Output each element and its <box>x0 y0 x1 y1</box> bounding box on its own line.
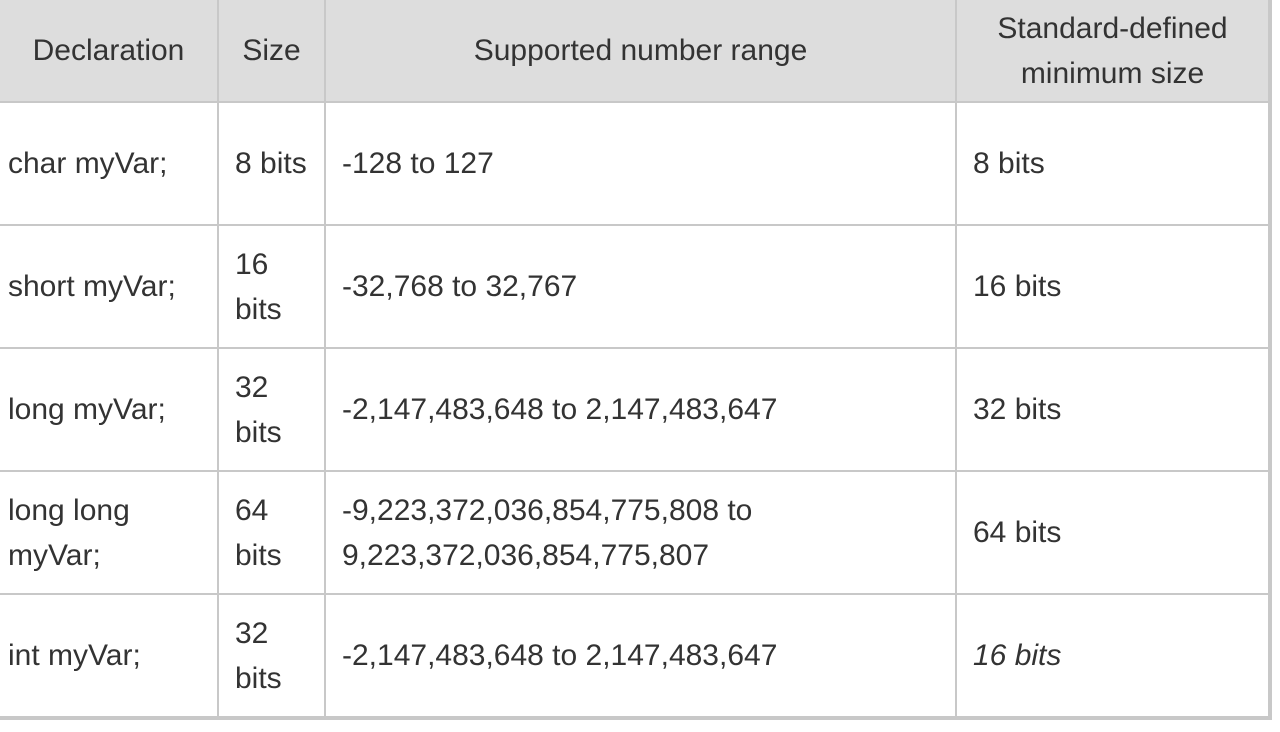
cell-min-size: 32 bits <box>955 347 1272 472</box>
cell-declaration: int myVar; <box>0 593 219 720</box>
cell-declaration: char myVar; <box>0 101 219 226</box>
cell-range: -2,147,483,648 to 2,147,483,647 <box>324 593 957 720</box>
cell-min-size: 8 bits <box>955 101 1272 226</box>
cell-min-size: 16 bits <box>955 224 1272 349</box>
cell-size: 64 bits <box>217 470 326 595</box>
cell-size: 32 bits <box>217 347 326 472</box>
cell-min-size: 16 bits <box>955 593 1272 720</box>
header-supported-range: Supported number range <box>324 0 957 103</box>
cell-declaration: long myVar; <box>0 347 219 472</box>
cell-size: 16 bits <box>217 224 326 349</box>
integer-types-table: Declaration Size Supported number range … <box>0 0 1272 720</box>
cell-range: -128 to 127 <box>324 101 957 226</box>
cell-range: -32,768 to 32,767 <box>324 224 957 349</box>
cell-size: 8 bits <box>217 101 326 226</box>
table-row: int myVar; 32 bits -2,147,483,648 to 2,1… <box>0 593 1272 720</box>
cell-min-size: 64 bits <box>955 470 1272 595</box>
header-minimum-size: Standard-defined minimum size <box>955 0 1272 103</box>
table-header-row: Declaration Size Supported number range … <box>0 0 1272 103</box>
cell-range: -9,223,372,036,854,775,808 to 9,223,372,… <box>324 470 957 595</box>
table-row: long long myVar; 64 bits -9,223,372,036,… <box>0 470 1272 595</box>
header-size: Size <box>217 0 326 103</box>
table-row: char myVar; 8 bits -128 to 127 8 bits <box>0 101 1272 226</box>
cell-size: 32 bits <box>217 593 326 720</box>
table-row: long myVar; 32 bits -2,147,483,648 to 2,… <box>0 347 1272 472</box>
header-declaration: Declaration <box>0 0 219 103</box>
integer-types-table-container: Declaration Size Supported number range … <box>0 0 1272 720</box>
cell-range: -2,147,483,648 to 2,147,483,647 <box>324 347 957 472</box>
cell-declaration: short myVar; <box>0 224 219 349</box>
cell-declaration: long long myVar; <box>0 470 219 595</box>
table-row: short myVar; 16 bits -32,768 to 32,767 1… <box>0 224 1272 349</box>
